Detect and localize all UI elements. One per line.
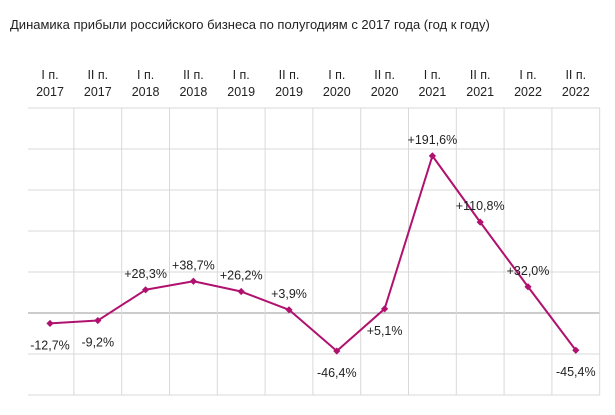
x-tick-label-half: II п. — [87, 68, 108, 82]
x-tick-label-half: II п. — [279, 68, 300, 82]
data-point — [46, 319, 54, 328]
x-tick-label-year: 2021 — [418, 85, 446, 99]
data-label: +191,6% — [408, 133, 458, 147]
x-tick-label-year: 2018 — [132, 85, 160, 99]
x-tick-label-year: 2019 — [227, 85, 255, 99]
x-tick-label-half: I п. — [328, 68, 345, 82]
x-tick-label-year: 2018 — [179, 85, 207, 99]
data-point — [572, 346, 580, 354]
data-point — [142, 286, 150, 294]
x-tick-labels: I п. 2017 II п. 2017 I п. 2018 II п. 2018 I п. 20… — [36, 68, 590, 99]
x-tick-label-year: 2022 — [562, 85, 590, 99]
x-tick-label-half: I п. — [424, 68, 441, 82]
x-tick-label-half: I п. — [519, 68, 536, 82]
data-label: -46,4% — [317, 366, 357, 380]
data-point — [524, 283, 532, 291]
x-tick-label-half: II п. — [470, 68, 491, 82]
series-line-path — [49, 154, 577, 353]
data-point — [94, 316, 102, 325]
data-label: +110,8% — [456, 199, 505, 213]
data-label: -45,4% — [556, 365, 596, 379]
x-tick-label-half: I п. — [41, 68, 58, 82]
data-point — [476, 218, 484, 226]
data-labels: -12,7% -9,2% +28,3% +38,7% +26,2% +3,9% -46,4%… — [30, 133, 595, 380]
data-label: +26,2% — [220, 269, 263, 283]
data-point — [189, 277, 197, 285]
data-label: +38,7% — [172, 258, 215, 272]
x-tick-label-year: 2020 — [323, 85, 351, 99]
x-tick-label-year: 2021 — [466, 85, 494, 99]
x-tick-label-half: II п. — [565, 68, 586, 82]
x-tick-label-year: 2019 — [275, 85, 303, 99]
x-tick-label-year: 2022 — [514, 85, 542, 99]
data-points — [46, 152, 580, 355]
x-tick-label-year: 2017 — [84, 85, 112, 99]
grid-lines — [28, 107, 601, 396]
data-label: +3,9% — [271, 287, 307, 301]
data-label: -12,7% — [30, 338, 70, 352]
x-tick-label-half: I п. — [233, 68, 250, 82]
data-label: +28,3% — [124, 267, 167, 281]
data-label: +5,1% — [367, 324, 403, 338]
data-label: +32,0% — [507, 264, 550, 278]
x-tick-label-half: II п. — [183, 68, 204, 82]
x-tick-label-half: II п. — [374, 68, 395, 82]
data-point — [333, 347, 341, 355]
data-point — [428, 152, 436, 160]
x-tick-label-year: 2017 — [36, 85, 64, 99]
data-point — [237, 287, 245, 296]
chart-title: Динамика прибыли российского бизнеса по … — [10, 17, 490, 32]
x-tick-label-year: 2020 — [371, 85, 399, 99]
data-label: -9,2% — [81, 336, 114, 350]
series-line — [49, 154, 577, 353]
data-point — [381, 305, 389, 313]
data-point — [285, 306, 293, 314]
x-tick-label-half: I п. — [137, 68, 154, 82]
